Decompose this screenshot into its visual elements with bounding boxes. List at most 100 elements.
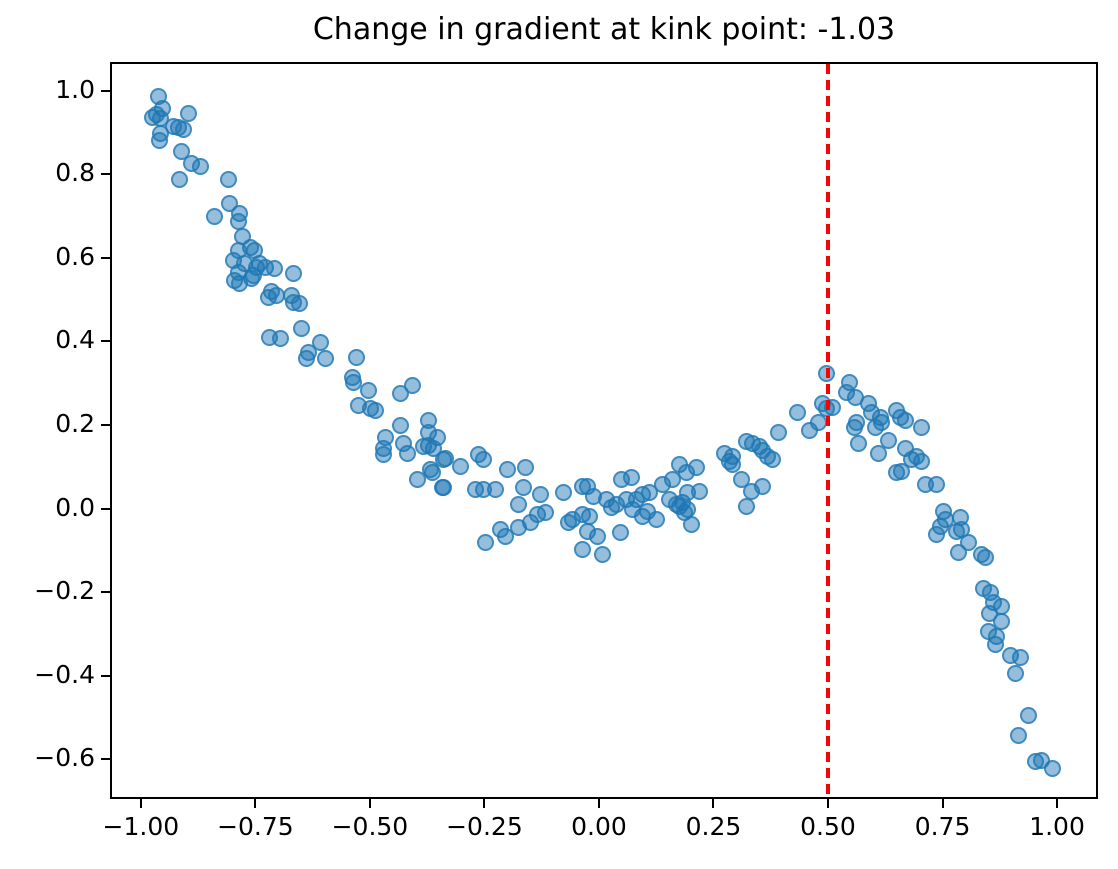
scatter-point [375,446,393,464]
scatter-point [436,449,454,467]
x-tick-label: 0.25 [685,812,742,841]
scatter-point [677,464,695,482]
y-tick-mark [101,507,110,510]
scatter-point [219,170,237,188]
x-tick-mark [368,799,371,808]
scatter-point [754,478,771,496]
scatter-point [271,330,289,348]
scatter-point [498,461,516,479]
scatter-point [174,121,192,139]
x-tick-label: −0.25 [446,812,523,841]
chart-title: Change in gradient at kink point: -1.03 [312,12,896,47]
scatter-point [409,471,427,489]
y-tick-mark [101,173,110,176]
scatter-point [316,349,334,367]
scatter-point [1006,665,1024,683]
scatter-point [1011,648,1029,666]
scatter-point [475,451,493,469]
scatter-point [986,635,1004,653]
scatter-point [290,295,308,313]
scatter-point [206,207,224,225]
scatter-point [880,431,898,449]
scatter-point [509,495,527,513]
y-tick-label: 0.2 [55,409,95,439]
scatter-point [928,476,946,494]
y-tick-label: 0.8 [55,158,95,188]
scatter-point [559,513,577,531]
x-tick-label: −1.00 [102,812,180,841]
scatter-point [297,349,315,367]
scatter-point [873,413,891,431]
scatter-point [151,131,169,149]
y-tick-mark [101,89,110,92]
scatter-point [516,459,534,477]
scatter-point [514,479,532,497]
kink-line [826,64,830,797]
y-tick-label: −0.6 [34,743,95,773]
scatter-point [347,348,365,366]
scatter-point [976,549,994,567]
y-tick-label: 1.0 [55,74,95,104]
x-tick-mark [597,799,600,808]
scatter-point [497,528,514,546]
scatter-point [171,170,189,188]
scatter-point [265,259,283,277]
scatter-point [664,471,682,489]
scatter-point [763,451,781,469]
scatter-point [1009,727,1027,745]
scatter-point [392,416,410,434]
scatter-point [850,434,868,452]
scatter-point [611,523,629,541]
scatter-point [682,516,700,534]
x-tick-mark [827,799,829,808]
scatter-point [509,518,527,536]
y-tick-label: 0.6 [55,241,95,271]
scatter-point [554,484,572,502]
x-tick-mark [941,799,944,808]
scatter-point [912,419,930,437]
scatter-point [947,523,965,541]
scatter-point [893,463,911,481]
scatter-point [230,275,248,293]
scatter-point [180,105,197,123]
scatter-point [367,401,385,419]
x-tick-mark [1056,799,1059,808]
scatter-point [770,423,788,441]
plot-area [110,62,1098,799]
y-tick-label: −0.4 [34,659,95,689]
y-tick-mark [101,424,110,427]
scatter-point [292,320,310,338]
x-tick-label: 0.75 [914,812,971,841]
scatter-point [259,289,277,307]
scatter-point [191,157,209,175]
scatter-point [434,479,452,497]
scatter-point [788,403,806,421]
y-tick-label: 0.4 [55,325,95,355]
x-tick-mark [483,799,486,808]
y-tick-label: 0.0 [55,492,95,522]
x-tick-mark [254,799,257,808]
scatter-point [907,448,925,466]
y-tick-mark [101,674,110,677]
scatter-point [588,528,606,546]
scatter-point [573,541,591,559]
x-tick-mark [139,799,142,808]
scatter-point [897,411,915,429]
y-tick-mark [101,340,110,343]
x-tick-label: 0.50 [800,812,856,841]
scatter-point [723,456,741,474]
x-tick-mark [712,799,715,808]
scatter-point [1044,759,1062,777]
scatter-point [536,504,554,522]
scatter-point [360,381,378,399]
scatter-point [486,481,504,499]
scatter-point [476,533,494,551]
scatter-point [531,486,549,504]
y-tick-label: −0.2 [34,576,95,606]
scatter-point [285,264,303,282]
scatter-point [452,458,470,476]
y-tick-mark [101,256,110,259]
x-tick-label: −0.50 [331,812,409,841]
scatter-point [737,498,755,516]
